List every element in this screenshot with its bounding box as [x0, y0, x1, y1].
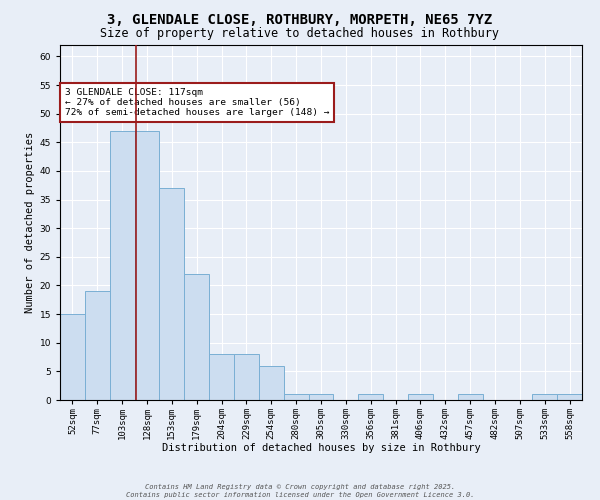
Text: 3, GLENDALE CLOSE, ROTHBURY, MORPETH, NE65 7YZ: 3, GLENDALE CLOSE, ROTHBURY, MORPETH, NE…	[107, 12, 493, 26]
Bar	[60, 314, 85, 400]
Bar	[284, 394, 308, 400]
Bar	[209, 354, 234, 400]
Text: Contains HM Land Registry data © Crown copyright and database right 2025.
Contai: Contains HM Land Registry data © Crown c…	[126, 484, 474, 498]
Bar	[184, 274, 209, 400]
Bar	[557, 394, 582, 400]
Bar	[259, 366, 284, 400]
Y-axis label: Number of detached properties: Number of detached properties	[25, 132, 35, 313]
Bar	[358, 394, 383, 400]
Text: Size of property relative to detached houses in Rothbury: Size of property relative to detached ho…	[101, 28, 499, 40]
Bar	[308, 394, 334, 400]
Bar	[532, 394, 557, 400]
Bar	[85, 291, 110, 400]
X-axis label: Distribution of detached houses by size in Rothbury: Distribution of detached houses by size …	[161, 444, 481, 454]
Bar	[160, 188, 184, 400]
Bar	[408, 394, 433, 400]
Bar	[110, 131, 134, 400]
Bar	[234, 354, 259, 400]
Bar	[458, 394, 482, 400]
Text: 3 GLENDALE CLOSE: 117sqm
← 27% of detached houses are smaller (56)
72% of semi-d: 3 GLENDALE CLOSE: 117sqm ← 27% of detach…	[65, 88, 330, 118]
Bar	[134, 131, 160, 400]
